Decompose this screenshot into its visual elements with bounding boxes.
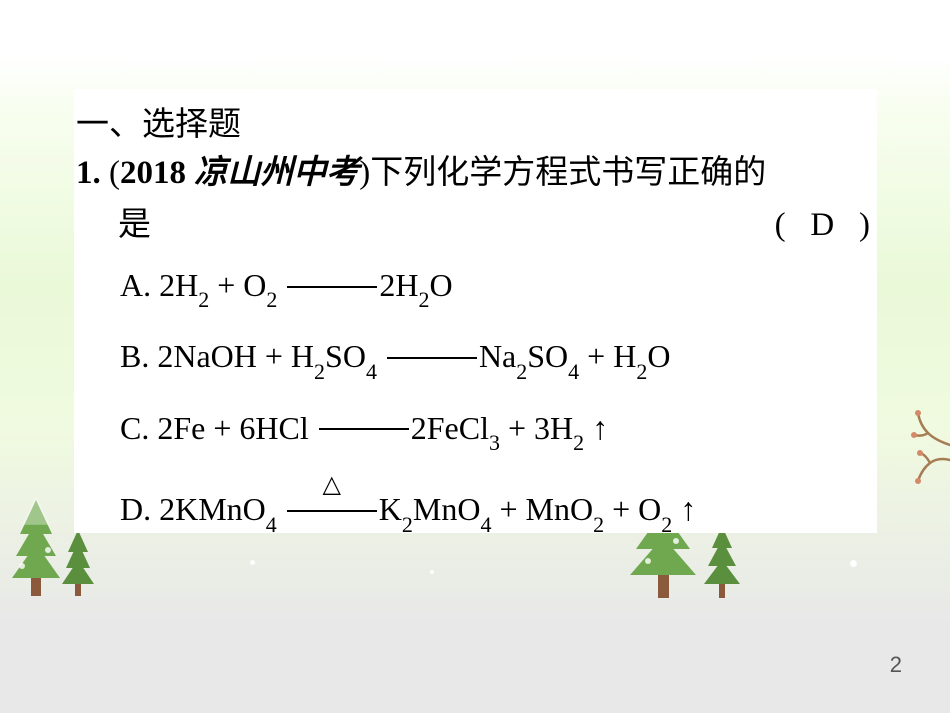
source-text: 凉山州中考 xyxy=(186,155,359,191)
opt-B-plus1: + xyxy=(257,338,291,374)
stem-part2: 是 xyxy=(118,199,151,251)
opt-B-lhs-b-sub2: 4 xyxy=(366,359,377,384)
snow-dot xyxy=(850,560,857,567)
option-B-label: B. xyxy=(120,338,149,374)
opt-D-rhs-a: K xyxy=(379,491,402,527)
opt-D-arrow: ↑ xyxy=(672,491,696,527)
option-A-label: A. xyxy=(120,267,151,303)
opt-B-rhs-b: H xyxy=(613,338,636,374)
answer-close: ) xyxy=(859,207,870,243)
opt-A-lhs-b: O xyxy=(243,267,266,303)
option-D-label: D. xyxy=(120,491,151,527)
bare-branch xyxy=(900,385,950,505)
opt-D-rhs-c: O xyxy=(638,491,661,527)
opt-B-rhs-b-tail: O xyxy=(647,338,670,374)
source-close: ) xyxy=(359,155,370,191)
options-list: A. 2H2 + O2 2H2O B. 2NaOH + H2SO4 Na2SO4… xyxy=(120,257,696,553)
opt-C-plus1: + xyxy=(205,410,239,446)
snow-dot xyxy=(250,560,255,565)
opt-B-rhs-a: Na xyxy=(479,338,516,374)
option-C: C. 2Fe + 6HCl 2FeCl3 + 3H2 ↑ xyxy=(120,400,696,467)
question-stem: 1. (2018 凉山州中考)下列化学方程式书写正确的 是 ( D ) xyxy=(76,147,874,251)
opt-D-plus1: + xyxy=(491,491,525,527)
opt-B-lhs-b-tail: SO xyxy=(325,338,366,374)
opt-D-lhs-a-sub: 4 xyxy=(266,512,277,537)
option-A: A. 2H2 + O2 2H2O xyxy=(120,257,696,324)
opt-A-lhs-b-sub: 2 xyxy=(266,287,277,312)
tree-right-small xyxy=(700,526,744,600)
opt-D-plus2: + xyxy=(604,491,638,527)
opt-B-rhs-b-sub: 2 xyxy=(636,359,647,384)
opt-A-lhs-a-sub: 2 xyxy=(198,287,209,312)
opt-D-eq-wrap: △ xyxy=(285,481,379,537)
opt-D-rhs-c-sub: 2 xyxy=(661,512,672,537)
section-title: 一、选择题 xyxy=(76,97,241,145)
opt-D-rhs-b: MnO xyxy=(526,491,594,527)
opt-A-rhs-a-sub: 2 xyxy=(418,287,429,312)
opt-B-lhs-b: H xyxy=(291,338,314,374)
source-year: 2018 xyxy=(120,155,186,191)
question-number: 1. xyxy=(76,155,101,191)
opt-B-plus2: + xyxy=(579,338,613,374)
opt-D-delta: △ xyxy=(323,457,341,513)
answer-blank: ( D ) xyxy=(775,199,870,251)
page-number: 2 xyxy=(890,652,902,678)
opt-A-rhs-a: 2H xyxy=(379,267,418,303)
opt-B-rhs-a-sub2: 4 xyxy=(568,359,579,384)
question-card: 一、选择题 1. (2018 凉山州中考)下列化学方程式书写正确的 是 ( D … xyxy=(74,89,877,533)
opt-D-rhs-b-sub: 2 xyxy=(593,512,604,537)
answer-open: ( xyxy=(775,207,786,243)
opt-C-lhs-a: 2Fe xyxy=(157,410,205,446)
opt-B-eqline xyxy=(387,357,477,359)
option-B: B. 2NaOH + H2SO4 Na2SO4 + H2O xyxy=(120,328,696,395)
opt-A-rhs-a-tail: O xyxy=(429,267,452,303)
option-C-label: C. xyxy=(120,410,149,446)
opt-B-lhs-b-sub: 2 xyxy=(314,359,325,384)
opt-A-plus1: + xyxy=(209,267,243,303)
opt-C-eqline xyxy=(319,428,409,430)
opt-B-rhs-a-sub: 2 xyxy=(516,359,527,384)
tree-left-small xyxy=(58,530,98,598)
opt-D-eqline xyxy=(287,510,377,512)
option-D: D. 2KMnO4 △ K2MnO4 + MnO2 + O2 ↑ xyxy=(120,481,696,548)
opt-B-lhs-a: 2NaOH xyxy=(157,338,257,374)
opt-C-rhs-a-sub: 3 xyxy=(489,430,500,455)
opt-C-arrow: ↑ xyxy=(584,410,608,446)
source-open: ( xyxy=(109,155,120,191)
opt-C-rhs-b-sub: 2 xyxy=(573,430,584,455)
opt-D-rhs-a-sub2: 4 xyxy=(480,512,491,537)
opt-C-rhs-a: 2FeCl xyxy=(411,410,489,446)
opt-B-rhs-a-tail: SO xyxy=(527,338,568,374)
snow-dot xyxy=(430,570,434,574)
opt-A-eqline xyxy=(287,286,377,288)
opt-C-rhs-b: 3H xyxy=(534,410,573,446)
answer-letter: D xyxy=(810,207,834,243)
opt-D-rhs-a-sub: 2 xyxy=(402,512,413,537)
opt-A-lhs-a: 2H xyxy=(159,267,198,303)
opt-C-plus2: + xyxy=(500,410,534,446)
stem-part1: 下列化学方程式书写正确的 xyxy=(370,155,766,191)
opt-D-lhs-a: 2KMnO xyxy=(159,491,266,527)
opt-C-lhs-b: 6HCl xyxy=(239,410,308,446)
opt-D-rhs-a-tail: MnO xyxy=(413,491,481,527)
